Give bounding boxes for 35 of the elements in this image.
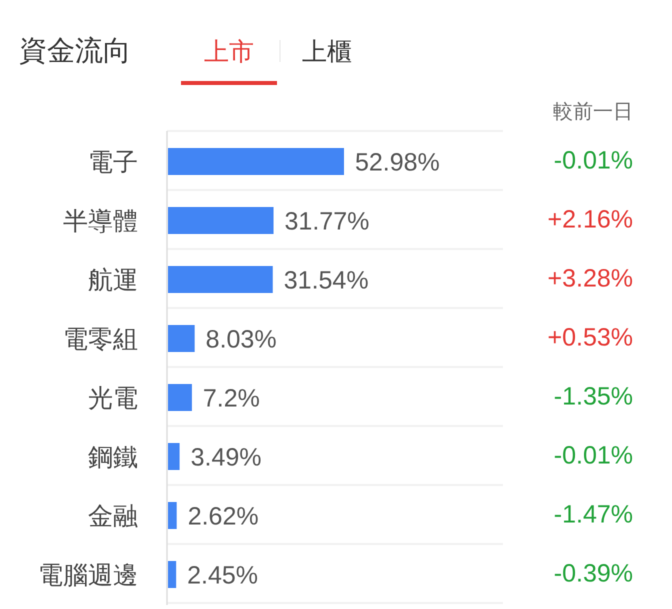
data-label: -1.47% [554, 500, 633, 528]
data-label: 31.54% [284, 266, 369, 294]
y-tick-label: 金融 [88, 502, 138, 530]
y-tick-label: 電零組 [63, 326, 138, 354]
y-tick-label: 鋼鐵 [88, 444, 138, 472]
bar [168, 325, 195, 352]
data-label: 31.77% [284, 208, 370, 236]
bar [168, 561, 176, 588]
bar [168, 443, 180, 470]
data-label: -0.01% [554, 442, 633, 470]
data-label: 8.03% [206, 326, 277, 354]
y-tick-label: 航運 [88, 266, 138, 294]
data-label: 7.2% [202, 384, 260, 412]
data-label: -0.01% [554, 146, 633, 174]
bar [168, 207, 274, 234]
data-label: -1.35% [554, 382, 633, 410]
data-label: +0.53% [548, 324, 633, 352]
data-label: +2.16% [548, 206, 633, 234]
data-label: 2.45% [187, 562, 258, 590]
data-label: 52.98% [355, 148, 440, 176]
y-tick-label: 電子 [88, 148, 138, 176]
bar [168, 266, 273, 293]
data-label: -0.39% [554, 560, 633, 588]
y-tick-label: 半導體 [63, 208, 138, 236]
bar [168, 148, 344, 175]
y-tick-label: 光電 [88, 384, 138, 412]
data-label: +3.28% [548, 264, 633, 292]
tab-label: 上櫃 [302, 38, 352, 66]
chart-title: 資金流向 [19, 35, 131, 66]
y-tick-label: 電腦週邊 [38, 562, 138, 590]
bar [168, 384, 192, 411]
data-label: 3.49% [190, 444, 262, 472]
data-label: 2.62% [188, 502, 259, 530]
text: 較前一日 [553, 101, 633, 123]
bar [168, 502, 177, 529]
